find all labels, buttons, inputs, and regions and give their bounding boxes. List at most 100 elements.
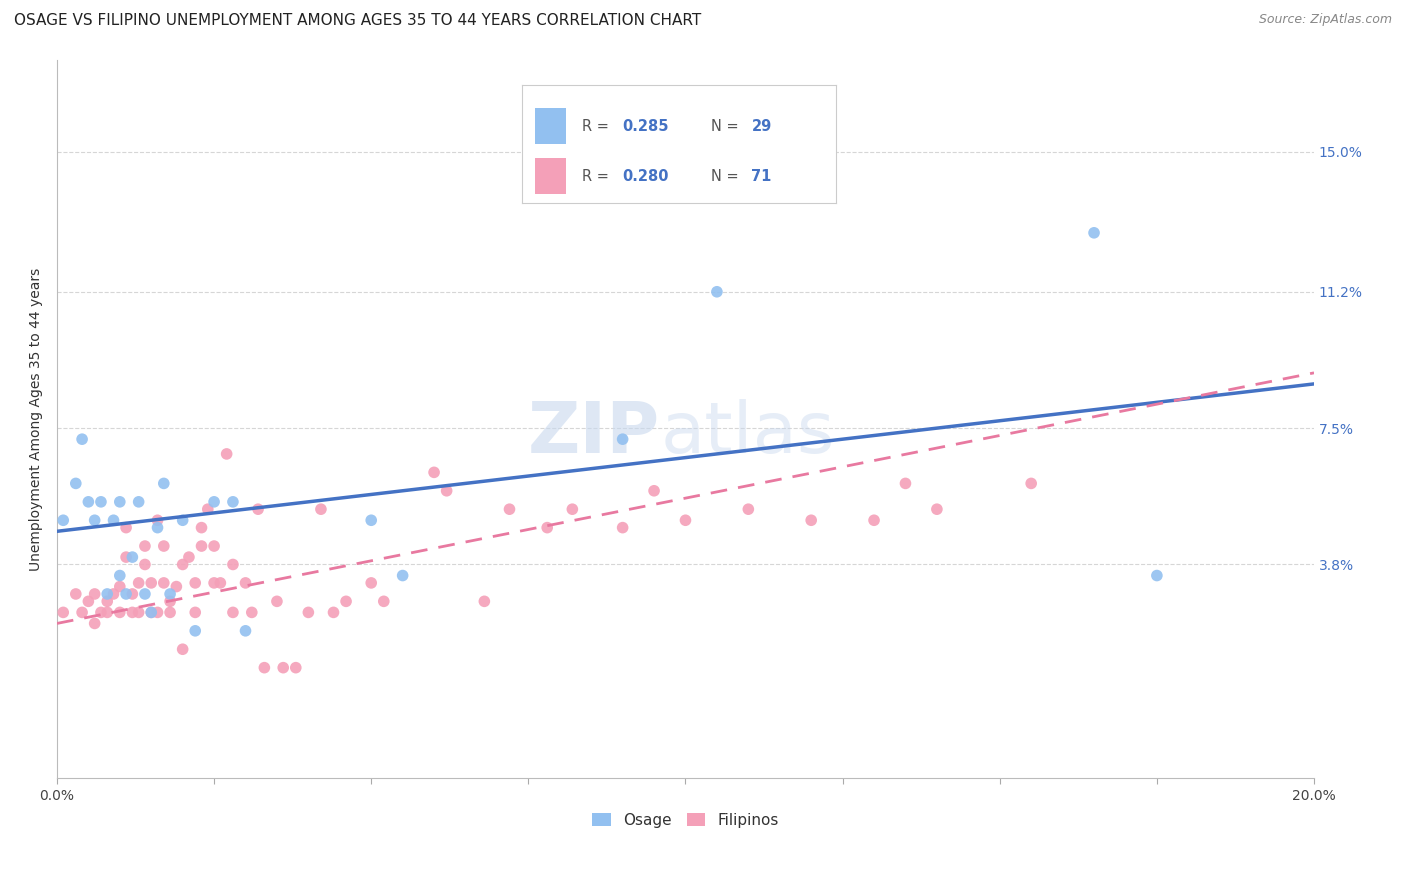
Point bbox=[561, 502, 583, 516]
Text: ZIP: ZIP bbox=[529, 399, 661, 467]
Y-axis label: Unemployment Among Ages 35 to 44 years: Unemployment Among Ages 35 to 44 years bbox=[30, 268, 44, 571]
Point bbox=[90, 495, 112, 509]
Point bbox=[103, 587, 125, 601]
Point bbox=[215, 447, 238, 461]
Point bbox=[894, 476, 917, 491]
Point bbox=[222, 606, 245, 620]
Point bbox=[498, 502, 520, 516]
Point bbox=[141, 575, 163, 590]
Legend: Osage, Filipinos: Osage, Filipinos bbox=[585, 805, 786, 835]
Point bbox=[134, 587, 156, 601]
Point bbox=[184, 606, 207, 620]
Point bbox=[202, 575, 225, 590]
Point bbox=[266, 594, 288, 608]
Text: atlas: atlas bbox=[661, 399, 835, 467]
Point bbox=[83, 513, 105, 527]
Point bbox=[335, 594, 357, 608]
Point bbox=[90, 606, 112, 620]
Point bbox=[65, 587, 87, 601]
Point bbox=[65, 476, 87, 491]
Point bbox=[1019, 476, 1042, 491]
Point bbox=[235, 624, 257, 638]
Point bbox=[297, 606, 319, 620]
Point bbox=[153, 575, 176, 590]
Point bbox=[172, 642, 194, 657]
Point bbox=[134, 558, 156, 572]
Point bbox=[159, 594, 181, 608]
Point bbox=[159, 606, 181, 620]
Point bbox=[128, 606, 150, 620]
Point bbox=[1146, 568, 1168, 582]
Point bbox=[360, 513, 382, 527]
Point bbox=[247, 502, 270, 516]
Point bbox=[83, 616, 105, 631]
Point bbox=[436, 483, 458, 498]
Point bbox=[612, 432, 634, 446]
Point bbox=[159, 587, 181, 601]
Point bbox=[391, 568, 413, 582]
Point bbox=[1083, 226, 1105, 240]
Point bbox=[322, 606, 344, 620]
Point bbox=[108, 568, 131, 582]
Point bbox=[134, 539, 156, 553]
Point bbox=[165, 580, 187, 594]
Point bbox=[737, 502, 759, 516]
Point bbox=[146, 606, 169, 620]
Point bbox=[190, 521, 212, 535]
Point bbox=[190, 539, 212, 553]
Point bbox=[70, 606, 93, 620]
Point bbox=[115, 550, 138, 565]
Point bbox=[96, 594, 118, 608]
Point bbox=[83, 587, 105, 601]
Point bbox=[253, 661, 276, 675]
Point bbox=[222, 495, 245, 509]
Point bbox=[141, 606, 163, 620]
Point bbox=[536, 521, 558, 535]
Point bbox=[360, 575, 382, 590]
Point bbox=[108, 580, 131, 594]
Point bbox=[172, 558, 194, 572]
Point bbox=[863, 513, 886, 527]
Point bbox=[184, 624, 207, 638]
Point bbox=[240, 606, 263, 620]
Point bbox=[153, 476, 176, 491]
Point bbox=[202, 539, 225, 553]
Point bbox=[108, 606, 131, 620]
Point bbox=[172, 513, 194, 527]
Point bbox=[284, 661, 307, 675]
Text: Source: ZipAtlas.com: Source: ZipAtlas.com bbox=[1258, 13, 1392, 27]
Point bbox=[121, 587, 143, 601]
Point bbox=[52, 606, 75, 620]
Point bbox=[309, 502, 332, 516]
Point bbox=[197, 502, 219, 516]
Point bbox=[121, 606, 143, 620]
Point bbox=[177, 550, 200, 565]
Point bbox=[235, 575, 257, 590]
Text: OSAGE VS FILIPINO UNEMPLOYMENT AMONG AGES 35 TO 44 YEARS CORRELATION CHART: OSAGE VS FILIPINO UNEMPLOYMENT AMONG AGE… bbox=[14, 13, 702, 29]
Point bbox=[141, 606, 163, 620]
Point bbox=[800, 513, 823, 527]
Point bbox=[643, 483, 665, 498]
Point bbox=[121, 550, 143, 565]
Point bbox=[128, 575, 150, 590]
Point bbox=[153, 539, 176, 553]
Point bbox=[70, 432, 93, 446]
Point bbox=[115, 587, 138, 601]
Point bbox=[222, 558, 245, 572]
Point bbox=[115, 521, 138, 535]
Point bbox=[103, 513, 125, 527]
Point bbox=[209, 575, 232, 590]
Point bbox=[675, 513, 697, 527]
Point bbox=[612, 521, 634, 535]
Point bbox=[77, 594, 100, 608]
Point bbox=[472, 594, 495, 608]
Point bbox=[52, 513, 75, 527]
Point bbox=[373, 594, 395, 608]
Point bbox=[77, 495, 100, 509]
Point bbox=[202, 495, 225, 509]
Point bbox=[146, 521, 169, 535]
Point bbox=[706, 285, 728, 299]
Point bbox=[146, 513, 169, 527]
Point bbox=[271, 661, 294, 675]
Point bbox=[96, 606, 118, 620]
